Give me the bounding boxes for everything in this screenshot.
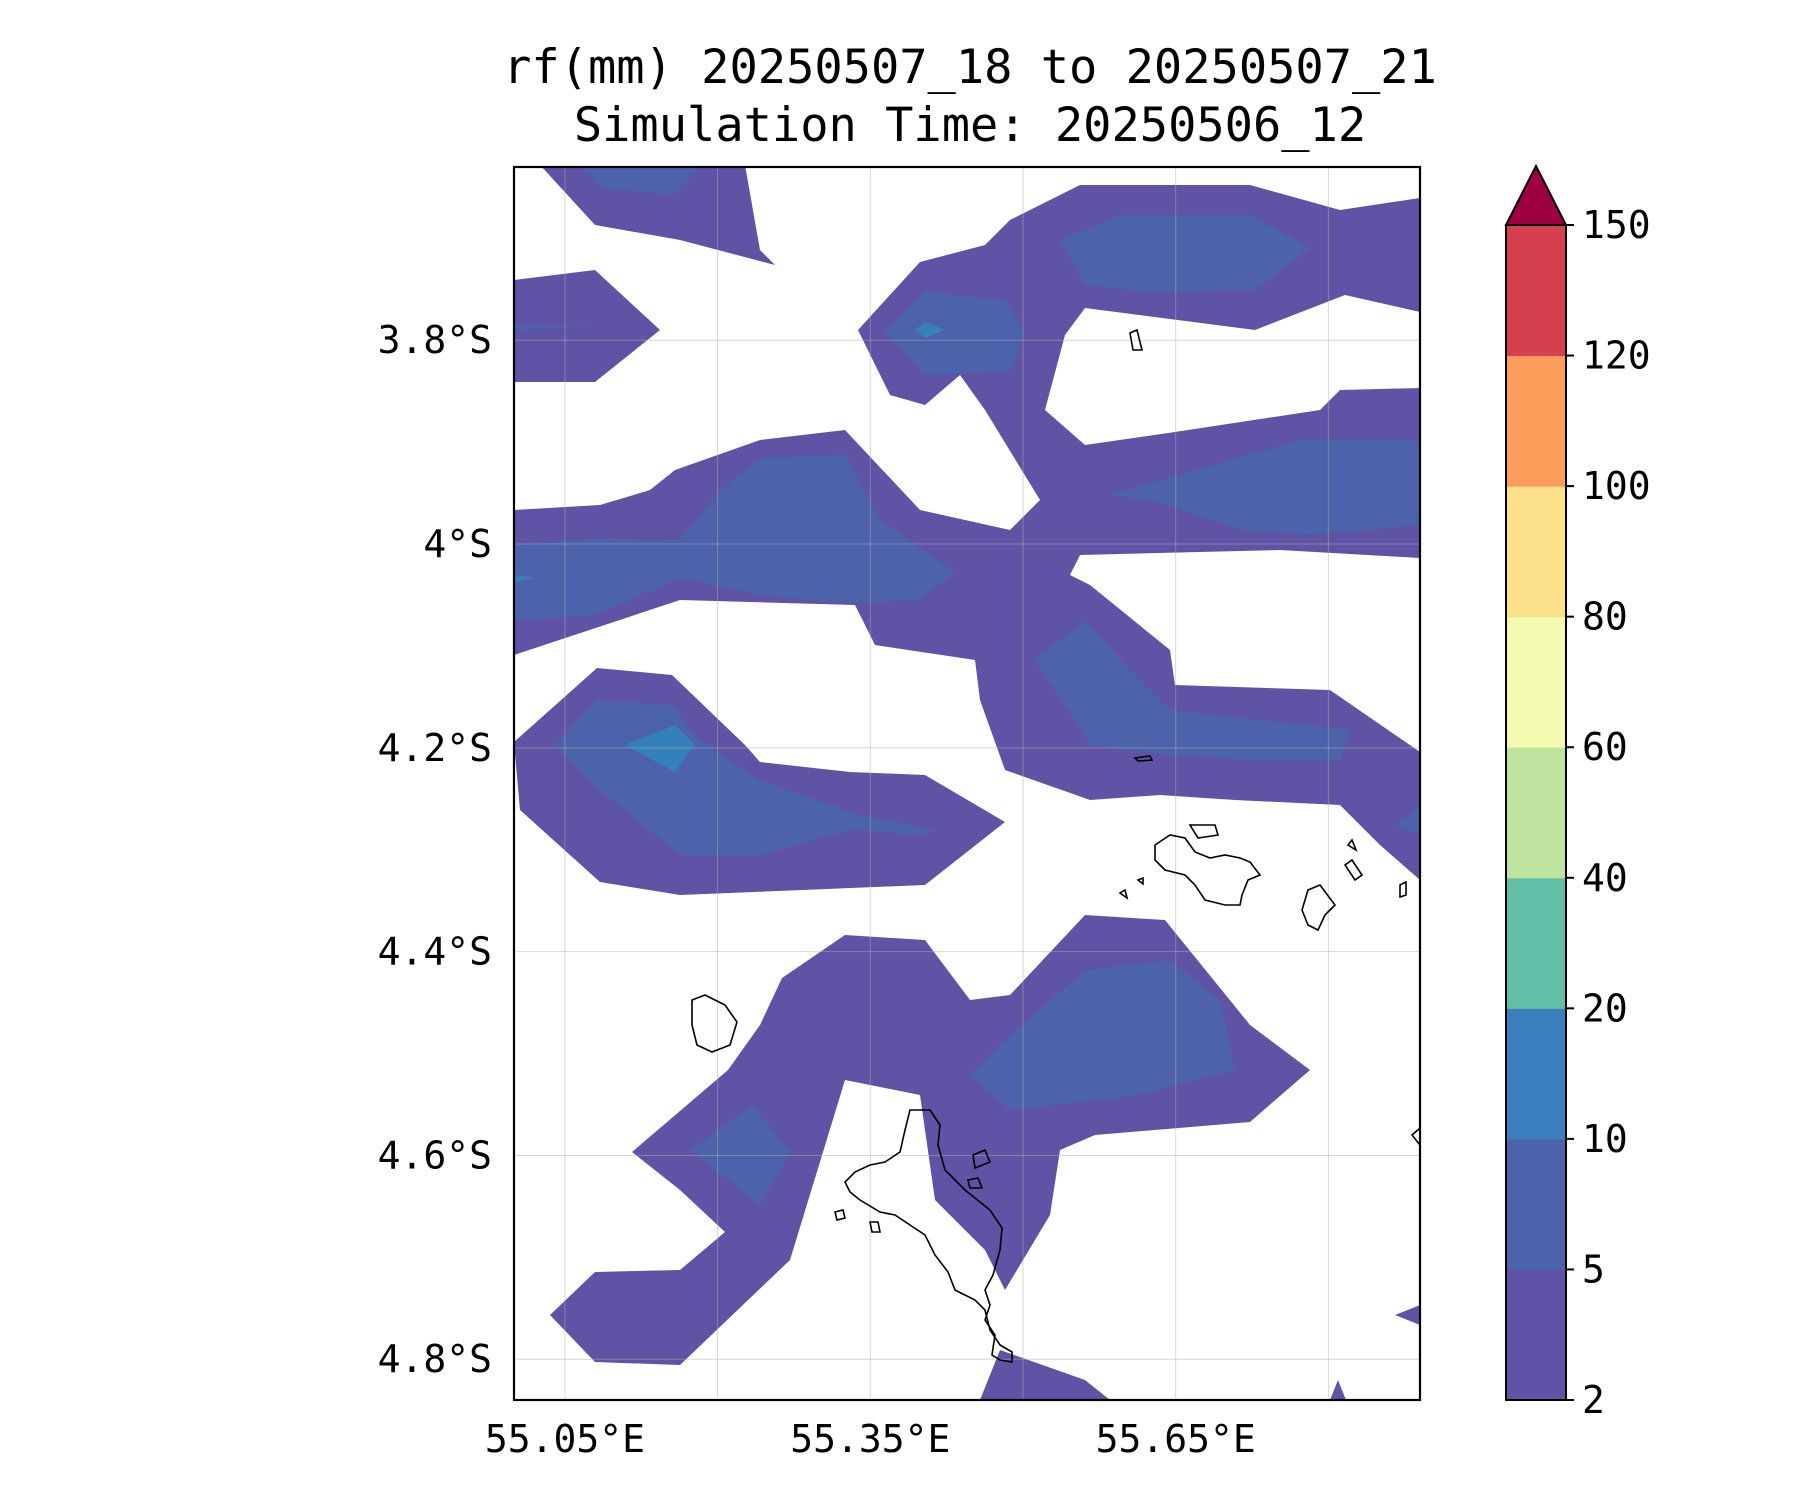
coastline-islet: [1129, 328, 1144, 351]
rain-area: [541, 167, 775, 265]
rain-area: [1035, 620, 1350, 760]
longitude-tick-label: 55.65°E: [1096, 1417, 1256, 1461]
longitude-tick-labels: 55.05°E 55.35°E 55.65°E: [485, 1417, 1256, 1461]
rain-area: [1060, 215, 1310, 292]
coastline-islet: [1346, 838, 1358, 852]
colorbar-tick-label: 2: [1582, 1378, 1605, 1422]
latitude-tick-label: 4.2°S: [378, 726, 492, 770]
rain-area: [580, 167, 700, 195]
coastline-islet: [972, 1148, 992, 1170]
map-frame: [512, 165, 1422, 1402]
rain-area: [514, 325, 600, 330]
coastline: [691, 328, 1420, 1363]
colorbar: 2 5 10 20 40 60 80 100 120 150: [1504, 163, 1651, 1422]
coastline-islet: [869, 1221, 881, 1233]
coastline-islet: [834, 1209, 846, 1221]
title-line-1: rf(mm) 20250507_18 to 20250507_21: [503, 40, 1437, 95]
latitude-tick-label: 3.8°S: [378, 318, 492, 362]
colorbar-tick-label: 60: [1582, 725, 1628, 769]
rainfall-band-5-10mm: [514, 167, 1420, 1205]
colorbar-tick-label: 10: [1582, 1117, 1628, 1161]
colorbar-extend-arrow: [1504, 163, 1568, 226]
coastline-islet: [1343, 858, 1364, 882]
coastline-islet: [1399, 880, 1407, 899]
rain-area: [514, 185, 1420, 880]
colorbar-segment: [1506, 877, 1566, 1009]
coastline-islet: [1118, 888, 1129, 900]
latitude-tick-label: 4.6°S: [378, 1133, 492, 1177]
coastline-islet: [1133, 755, 1154, 762]
colorbar-tick-label: 80: [1582, 595, 1628, 639]
colorbar-tick-label: 100: [1582, 464, 1651, 508]
colorbar-tick-label: 20: [1582, 986, 1628, 1030]
coastline-mahe-island: [844, 1109, 1013, 1363]
colorbar-segment: [1506, 1008, 1566, 1140]
colorbar-segment: [1506, 355, 1566, 487]
rain-area: [1395, 1305, 1420, 1325]
coastline-islet: [1410, 1126, 1420, 1147]
colorbar-segment: [1506, 747, 1566, 879]
latitude-tick-label: 4.4°S: [378, 930, 492, 974]
colorbar-segment: [1506, 616, 1566, 748]
coastline-silhouette-island: [691, 994, 738, 1053]
rain-area: [514, 575, 535, 582]
rain-area: [625, 725, 695, 772]
colorbar-tick-label: 120: [1582, 334, 1651, 378]
longitude-tick-label: 55.35°E: [790, 1417, 950, 1461]
latitude-tick-label: 4.8°S: [378, 1337, 492, 1381]
map-panel: 55.05°E 55.35°E 55.65°E 3.8°S 4°S 4.2°S 4.4°S…: [378, 165, 1422, 1461]
coastline-islet: [967, 1177, 984, 1189]
colorbar-frame: [1505, 224, 1567, 1401]
coastline-praslin-island: [1154, 834, 1262, 906]
colorbar-segment: [1506, 1138, 1566, 1270]
rain-area: [885, 292, 1025, 375]
rain-area: [915, 322, 945, 338]
rainfall-band-10-20mm: [514, 322, 945, 772]
colorbar-segment: [1506, 1269, 1566, 1401]
colorbar-segment: [1506, 225, 1566, 357]
colorbar-tick-label: 40: [1582, 856, 1628, 900]
coastline-la-digue-island: [1301, 884, 1337, 932]
colorbar-segment: [1506, 486, 1566, 618]
rain-area: [514, 270, 660, 382]
rain-area: [514, 455, 955, 620]
gridlines: [514, 167, 1420, 1400]
colorbar-tick-label: 5: [1582, 1247, 1605, 1291]
colorbar-tick-label: 150: [1582, 203, 1651, 247]
rain-area: [970, 960, 1235, 1110]
latitude-tick-labels: 3.8°S 4°S 4.2°S 4.4°S 4.6°S 4.8°S: [378, 318, 492, 1381]
longitude-tick-label: 55.05°E: [485, 1417, 645, 1461]
rain-area: [1330, 1380, 1346, 1400]
latitude-tick-label: 4°S: [423, 522, 492, 566]
rain-area: [1395, 805, 1420, 835]
title-line-2: Simulation Time: 20250506_12: [573, 98, 1367, 153]
rain-area: [1110, 440, 1420, 535]
coastline-islet: [1136, 876, 1144, 886]
coastline-islet: [1188, 824, 1220, 839]
rainfall-contours: [514, 167, 1420, 1400]
